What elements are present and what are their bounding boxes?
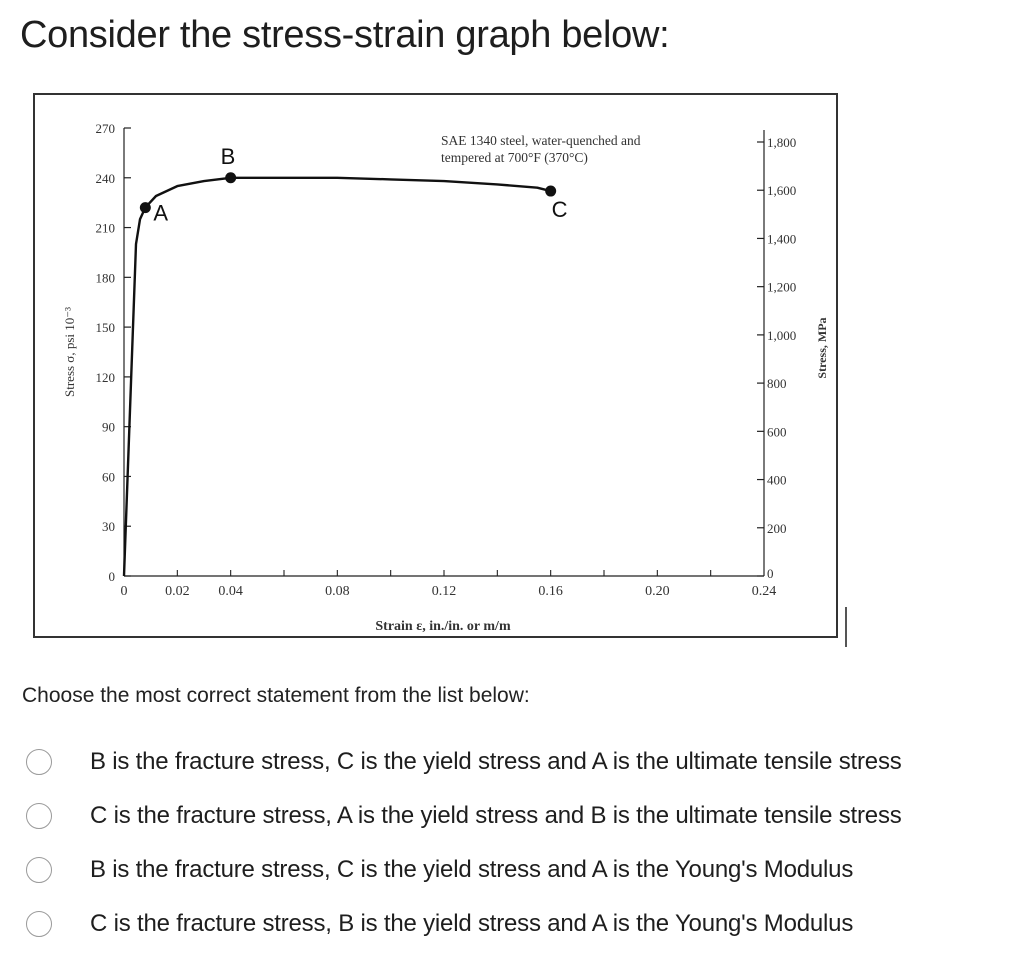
answer-option-label: C is the fracture stress, A is the yield… [90,802,902,829]
point-b-label: B [221,144,236,169]
stress-strain-figure: 0 30 60 90 120 150 180 210 240 270 0 0.02 0.04 0.08 0.… [33,93,838,638]
answer-option-label: B is the fracture stress, C is the yield… [90,748,902,775]
y-tick-label: 240 [96,171,116,186]
radio-button[interactable] [26,749,52,775]
x-axis-title: Strain ε, in./in. or m/m [375,619,511,634]
answer-option-3[interactable]: B is the fracture stress, C is the yield… [0,848,1016,898]
y-tick-label: 270 [96,121,116,136]
y2-tick-label: 1,600 [767,183,796,198]
answer-option-1[interactable]: B is the fracture stress, C is the yield… [0,740,1016,790]
answer-option-2[interactable]: C is the fracture stress, A is the yield… [0,794,1016,844]
stress-strain-chart: 0 30 60 90 120 150 180 210 240 270 0 0.02 0.04 0.08 0.… [62,121,829,634]
stress-strain-curve [122,176,551,577]
question-prompt: Choose the most correct statement from t… [22,684,530,707]
y-tick-label: 30 [102,519,115,534]
y-tick-label: 210 [96,221,116,236]
y2-axis-title: Stress, MPa [815,317,829,378]
chart-annotation: SAE 1340 steel, water-quenched and [441,133,641,148]
radio-button[interactable] [26,857,52,883]
y2-tick-label: 0 [767,566,774,581]
point-b-marker [225,172,237,184]
x-tick-label: 0.24 [752,584,777,599]
x-tick-label: 0.12 [432,584,457,599]
y-axis-title: Stress σ, psi 10⁻³ [62,307,77,397]
point-c-label: C [552,197,568,222]
point-c-marker [545,185,557,197]
point-a-label: A [153,201,168,226]
y-tick-label: 90 [102,420,115,435]
chart-annotation: tempered at 700°F (370°C) [441,150,588,165]
x-tick-label: 0 [121,584,128,599]
y-tick-label: 180 [96,270,116,285]
radio-button[interactable] [26,803,52,829]
y-tick-label: 0 [109,569,116,584]
y2-tick-label: 600 [767,424,787,439]
y2-tick-label: 1,800 [767,135,796,150]
point-a-marker [139,202,151,214]
radio-button[interactable] [26,911,52,937]
question-title: Consider the stress-strain graph below: [20,14,670,56]
figure-edge-mark [845,607,847,647]
y-tick-label: 60 [102,469,115,484]
y2-tick-label: 1,400 [767,231,796,246]
x-tick-label: 0.02 [165,584,190,599]
answer-option-label: B is the fracture stress, C is the yield… [90,856,854,883]
y2-tick-label: 200 [767,521,787,536]
x-tick-label: 0.08 [325,584,350,599]
y2-tick-label: 1,000 [767,328,796,343]
answer-option-label: C is the fracture stress, B is the yield… [90,910,854,937]
y-tick-label: 150 [96,320,116,335]
y2-tick-label: 800 [767,376,787,391]
y-tick-label: 120 [96,370,116,385]
answer-option-4[interactable]: C is the fracture stress, B is the yield… [0,902,1016,952]
y2-tick-label: 400 [767,473,787,488]
x-tick-label: 0.20 [645,584,670,599]
x-tick-label: 0.04 [218,584,243,599]
x-tick-label: 0.16 [538,584,563,599]
y2-tick-label: 1,200 [767,280,796,295]
